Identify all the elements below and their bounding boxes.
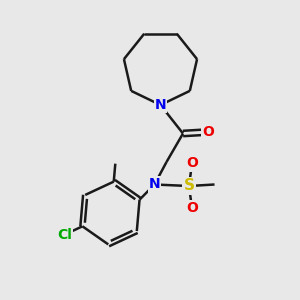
Text: O: O <box>186 157 198 170</box>
Text: N: N <box>155 98 166 112</box>
Text: O: O <box>202 125 214 139</box>
Text: Cl: Cl <box>57 228 72 242</box>
Text: N: N <box>149 178 160 191</box>
Text: S: S <box>184 178 194 194</box>
Text: O: O <box>186 202 198 215</box>
